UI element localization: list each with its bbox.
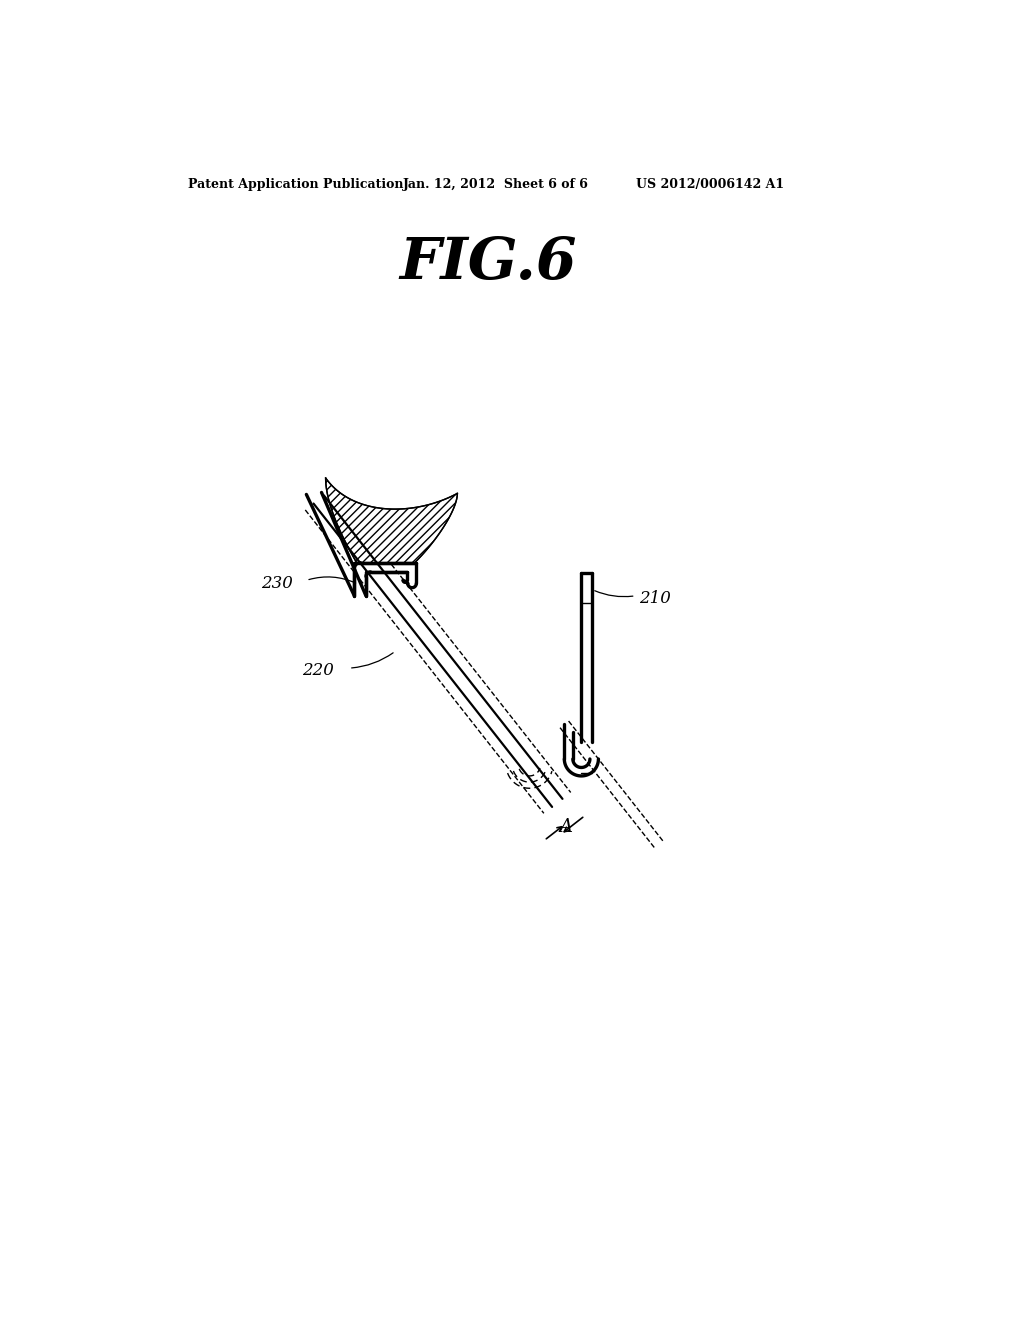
Text: US 2012/0006142 A1: US 2012/0006142 A1 bbox=[636, 178, 783, 190]
Text: Jan. 12, 2012  Sheet 6 of 6: Jan. 12, 2012 Sheet 6 of 6 bbox=[403, 178, 589, 190]
Polygon shape bbox=[326, 478, 458, 562]
Text: Patent Application Publication: Patent Application Publication bbox=[188, 178, 403, 190]
Text: 230: 230 bbox=[261, 576, 293, 591]
Text: 210: 210 bbox=[640, 590, 672, 607]
Text: A: A bbox=[559, 818, 572, 836]
Text: 220: 220 bbox=[302, 661, 334, 678]
Text: FIG.6: FIG.6 bbox=[399, 235, 577, 292]
